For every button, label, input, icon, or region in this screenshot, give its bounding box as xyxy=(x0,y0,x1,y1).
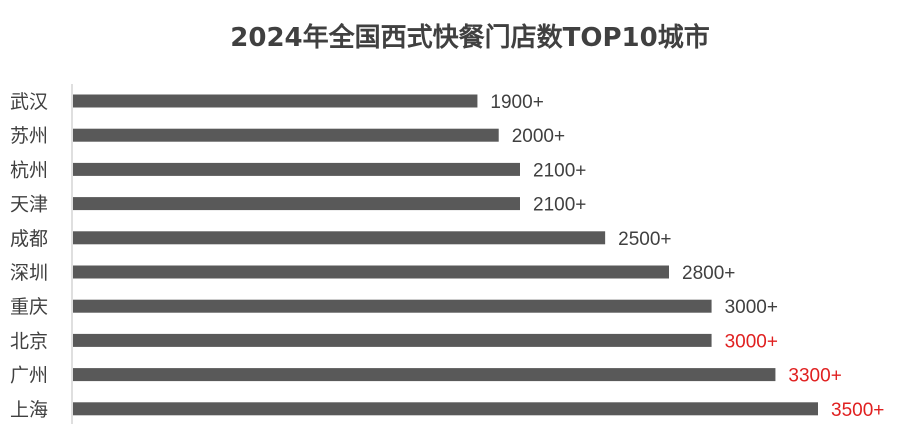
category-label: 广州 xyxy=(10,365,48,387)
bar xyxy=(73,162,520,176)
category-label: 成都 xyxy=(10,228,48,250)
bar xyxy=(73,368,776,382)
bar xyxy=(73,231,606,245)
data-label: 2100+ xyxy=(533,195,586,216)
bar xyxy=(73,128,499,142)
bar xyxy=(73,94,478,108)
data-label: 1900+ xyxy=(490,92,543,113)
bar xyxy=(73,333,712,347)
bar-group: 武汉 1900+ 苏州 2000+ 杭州 2100+ 天津 2100+ 成都 2500+ 深圳 280… xyxy=(10,91,884,421)
bar xyxy=(73,265,669,279)
category-label: 武汉 xyxy=(10,91,48,113)
category-label: 上海 xyxy=(10,399,48,421)
category-label: 深圳 xyxy=(10,262,48,284)
data-label: 3000+ xyxy=(725,331,778,352)
data-label: 2500+ xyxy=(618,229,671,250)
bar xyxy=(73,197,520,211)
category-label: 北京 xyxy=(10,330,48,352)
category-label: 天津 xyxy=(10,194,48,216)
data-label: 3500+ xyxy=(831,400,884,421)
data-label: 3000+ xyxy=(725,297,778,318)
bar xyxy=(73,402,818,416)
chart-title: 2024年全国西式快餐门店数TOP10城市 xyxy=(230,22,709,53)
category-label: 杭州 xyxy=(10,159,48,181)
data-label: 3300+ xyxy=(788,366,841,387)
data-label: 2100+ xyxy=(533,160,586,181)
data-label: 2800+ xyxy=(682,263,735,284)
bar xyxy=(73,299,712,313)
category-label: 重庆 xyxy=(10,296,48,318)
category-label: 苏州 xyxy=(10,125,48,147)
data-label: 2000+ xyxy=(512,126,565,147)
